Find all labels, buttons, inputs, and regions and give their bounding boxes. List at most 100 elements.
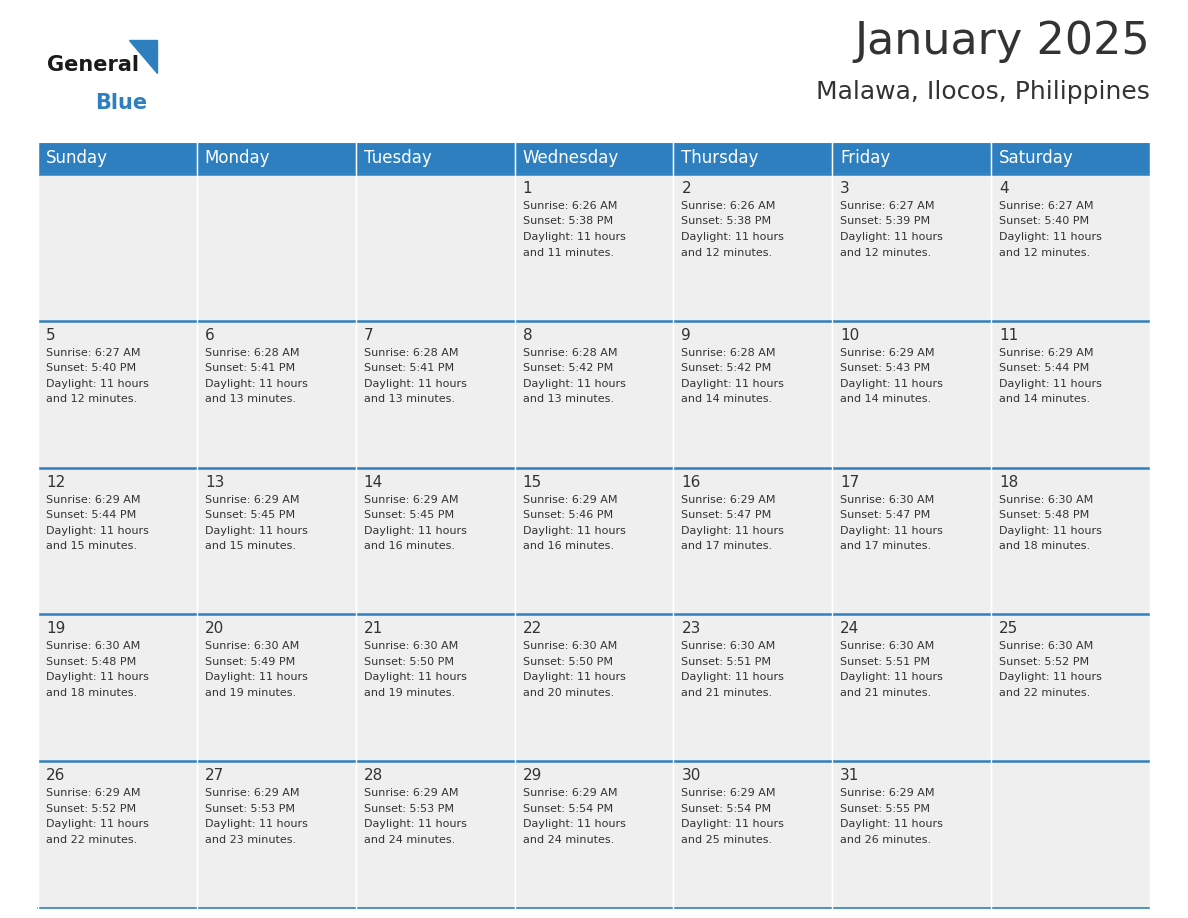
Text: Sunset: 5:50 PM: Sunset: 5:50 PM	[364, 657, 454, 666]
Text: Sunset: 5:48 PM: Sunset: 5:48 PM	[999, 510, 1089, 521]
Text: Sunrise: 6:30 AM: Sunrise: 6:30 AM	[840, 642, 935, 652]
Bar	[197, 174, 355, 320]
Text: Sunset: 5:44 PM: Sunset: 5:44 PM	[999, 364, 1089, 374]
Bar	[197, 614, 355, 761]
Text: Daylight: 11 hours: Daylight: 11 hours	[364, 526, 467, 535]
Bar	[833, 174, 991, 320]
Text: and 19 minutes.: and 19 minutes.	[204, 688, 296, 698]
Bar	[197, 320, 355, 467]
Text: and 14 minutes.: and 14 minutes.	[999, 395, 1091, 404]
Bar	[355, 761, 514, 908]
Text: January 2025: January 2025	[854, 20, 1150, 63]
Text: Sunrise: 6:29 AM: Sunrise: 6:29 AM	[364, 495, 459, 505]
Text: Daylight: 11 hours: Daylight: 11 hours	[204, 379, 308, 389]
Text: 23: 23	[682, 621, 701, 636]
Text: Sunrise: 6:28 AM: Sunrise: 6:28 AM	[364, 348, 459, 358]
Text: 21: 21	[364, 621, 383, 636]
Text: Daylight: 11 hours: Daylight: 11 hours	[364, 672, 467, 682]
Text: Sunset: 5:40 PM: Sunset: 5:40 PM	[46, 364, 137, 374]
Text: 30: 30	[682, 768, 701, 783]
Text: Daylight: 11 hours: Daylight: 11 hours	[999, 526, 1102, 535]
Text: Sunset: 5:53 PM: Sunset: 5:53 PM	[204, 803, 295, 813]
Text: Sunrise: 6:26 AM: Sunrise: 6:26 AM	[523, 201, 617, 211]
Text: and 19 minutes.: and 19 minutes.	[364, 688, 455, 698]
Bar	[991, 142, 1150, 174]
Text: Monday: Monday	[204, 149, 271, 167]
Text: Sunrise: 6:30 AM: Sunrise: 6:30 AM	[523, 642, 617, 652]
Text: Sunset: 5:44 PM: Sunset: 5:44 PM	[46, 510, 137, 521]
Text: and 12 minutes.: and 12 minutes.	[682, 248, 772, 258]
Bar	[355, 614, 514, 761]
Text: Sunrise: 6:29 AM: Sunrise: 6:29 AM	[840, 348, 935, 358]
Text: Daylight: 11 hours: Daylight: 11 hours	[523, 819, 625, 829]
Text: Daylight: 11 hours: Daylight: 11 hours	[204, 526, 308, 535]
Text: Sunrise: 6:29 AM: Sunrise: 6:29 AM	[682, 789, 776, 798]
Text: Daylight: 11 hours: Daylight: 11 hours	[46, 526, 148, 535]
Text: Sunset: 5:51 PM: Sunset: 5:51 PM	[682, 657, 771, 666]
Text: Thursday: Thursday	[682, 149, 759, 167]
Bar	[197, 761, 355, 908]
Text: and 22 minutes.: and 22 minutes.	[46, 834, 138, 845]
Text: and 13 minutes.: and 13 minutes.	[204, 395, 296, 404]
Text: Sunset: 5:43 PM: Sunset: 5:43 PM	[840, 364, 930, 374]
Text: Sunrise: 6:28 AM: Sunrise: 6:28 AM	[523, 348, 617, 358]
Text: 7: 7	[364, 328, 373, 342]
Text: Sunset: 5:52 PM: Sunset: 5:52 PM	[46, 803, 137, 813]
Text: and 15 minutes.: and 15 minutes.	[204, 541, 296, 551]
Text: 10: 10	[840, 328, 860, 342]
Text: Sunset: 5:49 PM: Sunset: 5:49 PM	[204, 657, 295, 666]
Text: 6: 6	[204, 328, 215, 342]
Text: Blue: Blue	[95, 93, 147, 113]
Text: and 22 minutes.: and 22 minutes.	[999, 688, 1091, 698]
Bar	[833, 320, 991, 467]
Text: Daylight: 11 hours: Daylight: 11 hours	[204, 819, 308, 829]
Text: 31: 31	[840, 768, 860, 783]
Text: 5: 5	[46, 328, 56, 342]
Bar	[991, 614, 1150, 761]
Bar	[674, 320, 833, 467]
Text: Sunrise: 6:30 AM: Sunrise: 6:30 AM	[999, 642, 1093, 652]
Bar	[833, 142, 991, 174]
Text: Sunset: 5:54 PM: Sunset: 5:54 PM	[682, 803, 771, 813]
Text: 24: 24	[840, 621, 860, 636]
Text: 19: 19	[46, 621, 65, 636]
Bar	[991, 761, 1150, 908]
Bar	[38, 142, 197, 174]
Text: Sunset: 5:54 PM: Sunset: 5:54 PM	[523, 803, 613, 813]
Text: 4: 4	[999, 181, 1009, 196]
Text: Sunset: 5:42 PM: Sunset: 5:42 PM	[682, 364, 772, 374]
Text: 11: 11	[999, 328, 1018, 342]
Text: and 12 minutes.: and 12 minutes.	[46, 395, 137, 404]
Text: Daylight: 11 hours: Daylight: 11 hours	[682, 232, 784, 242]
Text: Sunset: 5:45 PM: Sunset: 5:45 PM	[204, 510, 295, 521]
Text: General: General	[48, 55, 139, 75]
Text: Daylight: 11 hours: Daylight: 11 hours	[46, 672, 148, 682]
Text: Daylight: 11 hours: Daylight: 11 hours	[682, 526, 784, 535]
Text: Sunset: 5:40 PM: Sunset: 5:40 PM	[999, 217, 1089, 227]
Text: and 13 minutes.: and 13 minutes.	[523, 395, 613, 404]
Text: Sunrise: 6:29 AM: Sunrise: 6:29 AM	[999, 348, 1094, 358]
Text: Daylight: 11 hours: Daylight: 11 hours	[999, 672, 1102, 682]
Text: 28: 28	[364, 768, 383, 783]
Text: Malawa, Ilocos, Philippines: Malawa, Ilocos, Philippines	[816, 80, 1150, 104]
Text: Sunrise: 6:29 AM: Sunrise: 6:29 AM	[523, 495, 617, 505]
Text: 12: 12	[46, 475, 65, 489]
Text: and 15 minutes.: and 15 minutes.	[46, 541, 137, 551]
Text: Sunset: 5:50 PM: Sunset: 5:50 PM	[523, 657, 613, 666]
Text: 25: 25	[999, 621, 1018, 636]
Text: Sunday: Sunday	[46, 149, 108, 167]
Text: Sunset: 5:41 PM: Sunset: 5:41 PM	[204, 364, 295, 374]
Text: Sunset: 5:47 PM: Sunset: 5:47 PM	[682, 510, 772, 521]
Text: Sunrise: 6:29 AM: Sunrise: 6:29 AM	[204, 495, 299, 505]
Text: Sunset: 5:42 PM: Sunset: 5:42 PM	[523, 364, 613, 374]
Bar	[38, 614, 197, 761]
Text: 9: 9	[682, 328, 691, 342]
Text: and 24 minutes.: and 24 minutes.	[523, 834, 614, 845]
Bar	[674, 614, 833, 761]
Text: Sunset: 5:45 PM: Sunset: 5:45 PM	[364, 510, 454, 521]
Text: Sunrise: 6:28 AM: Sunrise: 6:28 AM	[682, 348, 776, 358]
Text: Sunset: 5:41 PM: Sunset: 5:41 PM	[364, 364, 454, 374]
Text: Friday: Friday	[840, 149, 891, 167]
Text: 16: 16	[682, 475, 701, 489]
Bar	[514, 467, 674, 614]
